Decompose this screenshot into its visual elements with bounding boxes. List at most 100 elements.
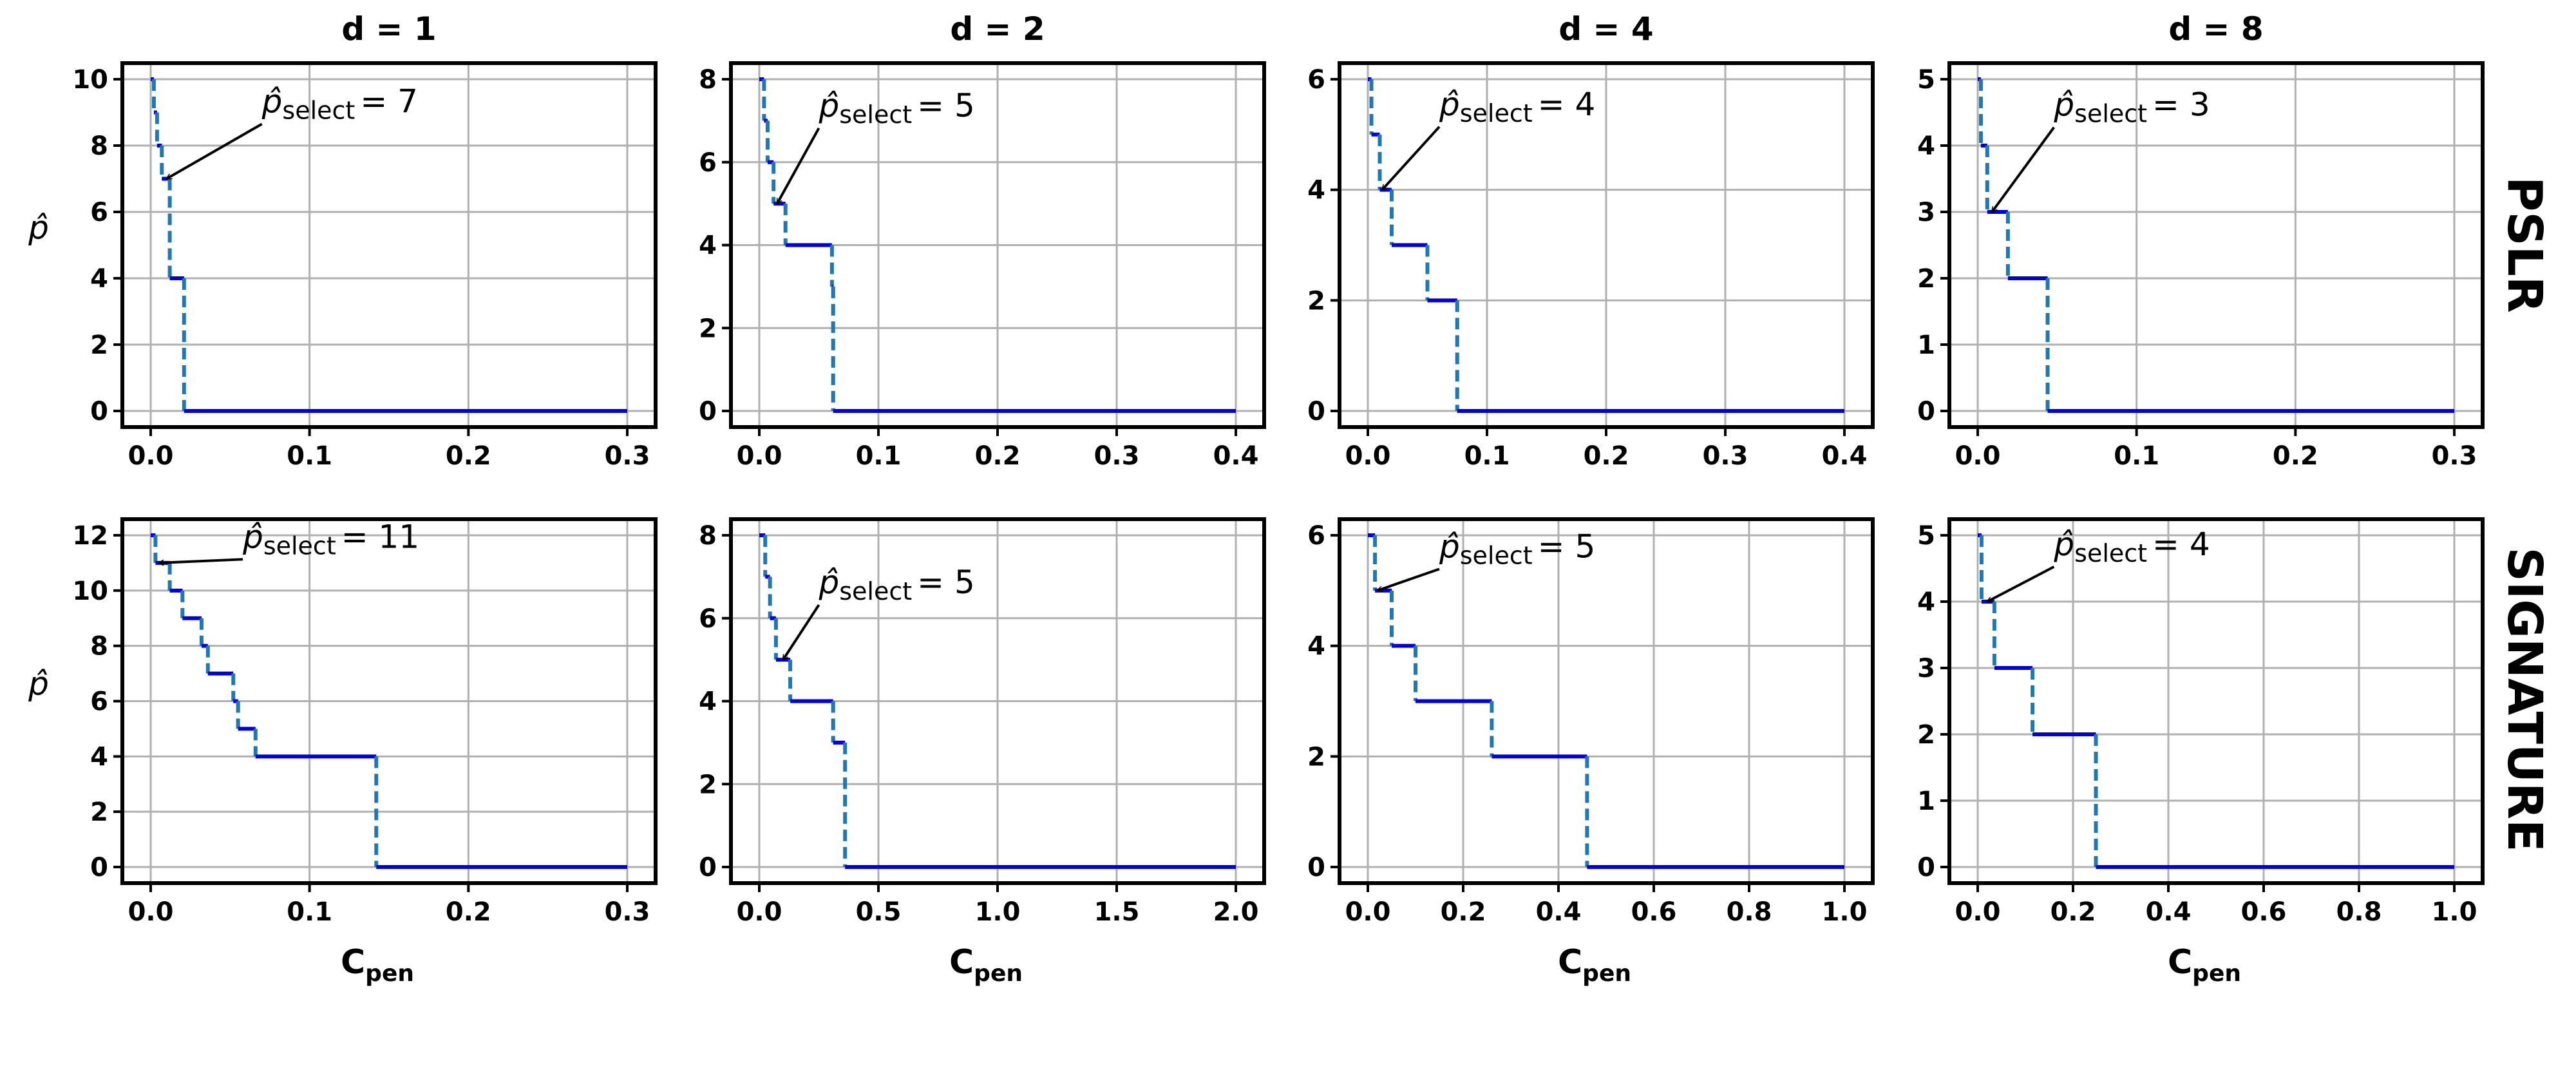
x-tick-label: 0.0 <box>1955 897 2001 927</box>
annotation-symbol: p̂ <box>242 518 263 555</box>
y-tick-label: 2 <box>699 314 717 343</box>
x-tick-label: 0.2 <box>1441 897 1486 927</box>
row-label-signature: SIGNATURE <box>2497 547 2552 852</box>
x-tick-label: 0.2 <box>2050 897 2096 927</box>
y-tick-label: 0 <box>1307 397 1325 426</box>
x-axis-label: Cpen <box>2168 943 2241 987</box>
x-tick-label: 0.0 <box>128 441 174 471</box>
plot-frame <box>120 61 658 429</box>
col-title-d4: d = 4 <box>1558 10 1653 48</box>
x-tick-label: 0.2 <box>446 441 491 471</box>
annotation-label: p̂select = 5 <box>819 87 975 129</box>
y-tick-label: 8 <box>699 521 717 551</box>
panel-pslr-d8: 0.0 0.1 0.2 0.3 0 1 2 3 4 5 p̂select = 3 <box>1917 61 2485 471</box>
x-tick-label: 0.2 <box>1584 441 1629 471</box>
annotation-subscript: select <box>839 100 912 129</box>
y-axis-label: p̂ <box>28 209 49 247</box>
y-tick-label: 10 <box>72 65 108 95</box>
annotation-arrow <box>775 127 820 204</box>
y-tick-label: 2 <box>1917 720 1935 750</box>
y-tick-label: 1 <box>1917 786 1935 816</box>
x-tick-label: 1.5 <box>1094 897 1140 927</box>
x-tick-label: 0.4 <box>1822 441 1868 471</box>
x-tick-label: 0.8 <box>1727 897 1772 927</box>
y-tick-label: 0 <box>1307 853 1325 882</box>
y-tick-label: 2 <box>1307 742 1325 772</box>
annotation-value: = 3 <box>2152 86 2210 124</box>
annotation-subscript: select <box>2074 539 2147 567</box>
x-tick-label: 0.6 <box>1631 897 1677 927</box>
y-tick-label: 0 <box>90 397 108 426</box>
annotation-arrow <box>158 558 243 563</box>
y-tick-label: 8 <box>699 65 717 95</box>
x-tick-label: 1.0 <box>975 897 1021 927</box>
panel-signature-d2: 0.0 0.5 1.0 1.5 2.0 0 2 4 6 8 Cpen p̂select = 5 <box>699 517 1266 987</box>
y-tick-label: 3 <box>1917 198 1935 227</box>
annotation-label: p̂select = 3 <box>2053 86 2210 128</box>
y-tick-label: 8 <box>90 632 108 662</box>
x-tick-label: 0.1 <box>1464 441 1510 471</box>
x-tick-label: 0.0 <box>737 897 782 927</box>
x-tick-label: 0.6 <box>2241 897 2287 927</box>
x-tick-label: 0.3 <box>2432 441 2477 471</box>
x-tick-label: 0.4 <box>2146 897 2192 927</box>
x-tick-label: 1.0 <box>1822 897 1868 927</box>
annotation-value: = 4 <box>1538 86 1596 123</box>
annotation-value: = 5 <box>917 87 975 124</box>
panel-pslr-d2: 0.0 0.1 0.2 0.3 0.4 0 2 4 6 8 p̂select = 5 <box>699 61 1266 471</box>
x-axis-label-subscript: pen <box>974 960 1023 987</box>
annotation-subscript: select <box>263 531 336 560</box>
annotation-subscript: select <box>2074 100 2147 128</box>
col-title-d2: d = 2 <box>950 10 1045 48</box>
plot-frame <box>1338 517 1875 885</box>
y-tick-label: 2 <box>90 330 108 360</box>
y-tick-label: 4 <box>699 231 717 261</box>
panel-pslr-d4: 0.0 0.1 0.2 0.3 0.4 0 2 4 6 p̂select = 4 <box>1307 61 1875 471</box>
row-label-pslr: PSLR <box>2497 176 2552 313</box>
x-axis-label-subscript: pen <box>2192 960 2241 987</box>
annotation-arrow <box>1382 126 1441 190</box>
y-axis-label: p̂ <box>28 665 49 703</box>
plot-frame <box>1947 517 2485 885</box>
annotation-label: p̂select = 5 <box>1439 528 1595 569</box>
annotation-symbol: p̂ <box>1439 528 1460 565</box>
x-tick-label: 0.0 <box>1345 897 1391 927</box>
y-tick-label: 6 <box>699 604 717 634</box>
annotation-subscript: select <box>1460 541 1533 569</box>
y-tick-label: 2 <box>1307 286 1325 316</box>
annotation-label: p̂select = 11 <box>242 518 419 560</box>
annotation-arrow <box>1378 567 1440 591</box>
y-tick-label: 8 <box>90 131 108 161</box>
y-tick-label: 0 <box>699 397 717 426</box>
annotation-subscript: select <box>282 97 355 125</box>
annotation-value: = 11 <box>341 518 419 555</box>
plot-frame <box>1947 61 2485 429</box>
x-tick-label: 2.0 <box>1213 897 1259 927</box>
annotation-label: p̂select = 7 <box>261 83 418 125</box>
y-tick-label: 6 <box>1307 65 1325 95</box>
annotation-arrow <box>1987 566 2055 603</box>
x-tick-label: 0.2 <box>446 897 491 927</box>
y-tick-label: 12 <box>72 521 108 551</box>
annotation-label: p̂select = 4 <box>1439 86 1595 128</box>
annotation-label: p̂select = 5 <box>819 564 975 605</box>
x-tick-label: 0.5 <box>856 897 902 927</box>
y-tick-label: 4 <box>1307 176 1325 205</box>
y-tick-label: 5 <box>1917 65 1935 95</box>
x-axis-label: Cpen <box>949 943 1023 987</box>
x-tick-label: 0.3 <box>605 897 650 927</box>
y-tick-label: 2 <box>90 797 108 827</box>
col-title-d1: d = 1 <box>341 10 436 48</box>
x-tick-label: 0.1 <box>287 441 332 471</box>
y-tick-label: 0 <box>699 853 717 882</box>
y-tick-label: 4 <box>1917 131 1935 161</box>
x-tick-label: 0.4 <box>1536 897 1582 927</box>
y-tick-label: 2 <box>699 770 717 799</box>
annotation-arrow <box>1991 126 2056 212</box>
y-tick-label: 6 <box>1307 521 1325 551</box>
annotation-value: = 4 <box>2152 526 2210 563</box>
y-tick-label: 0 <box>1917 853 1935 882</box>
